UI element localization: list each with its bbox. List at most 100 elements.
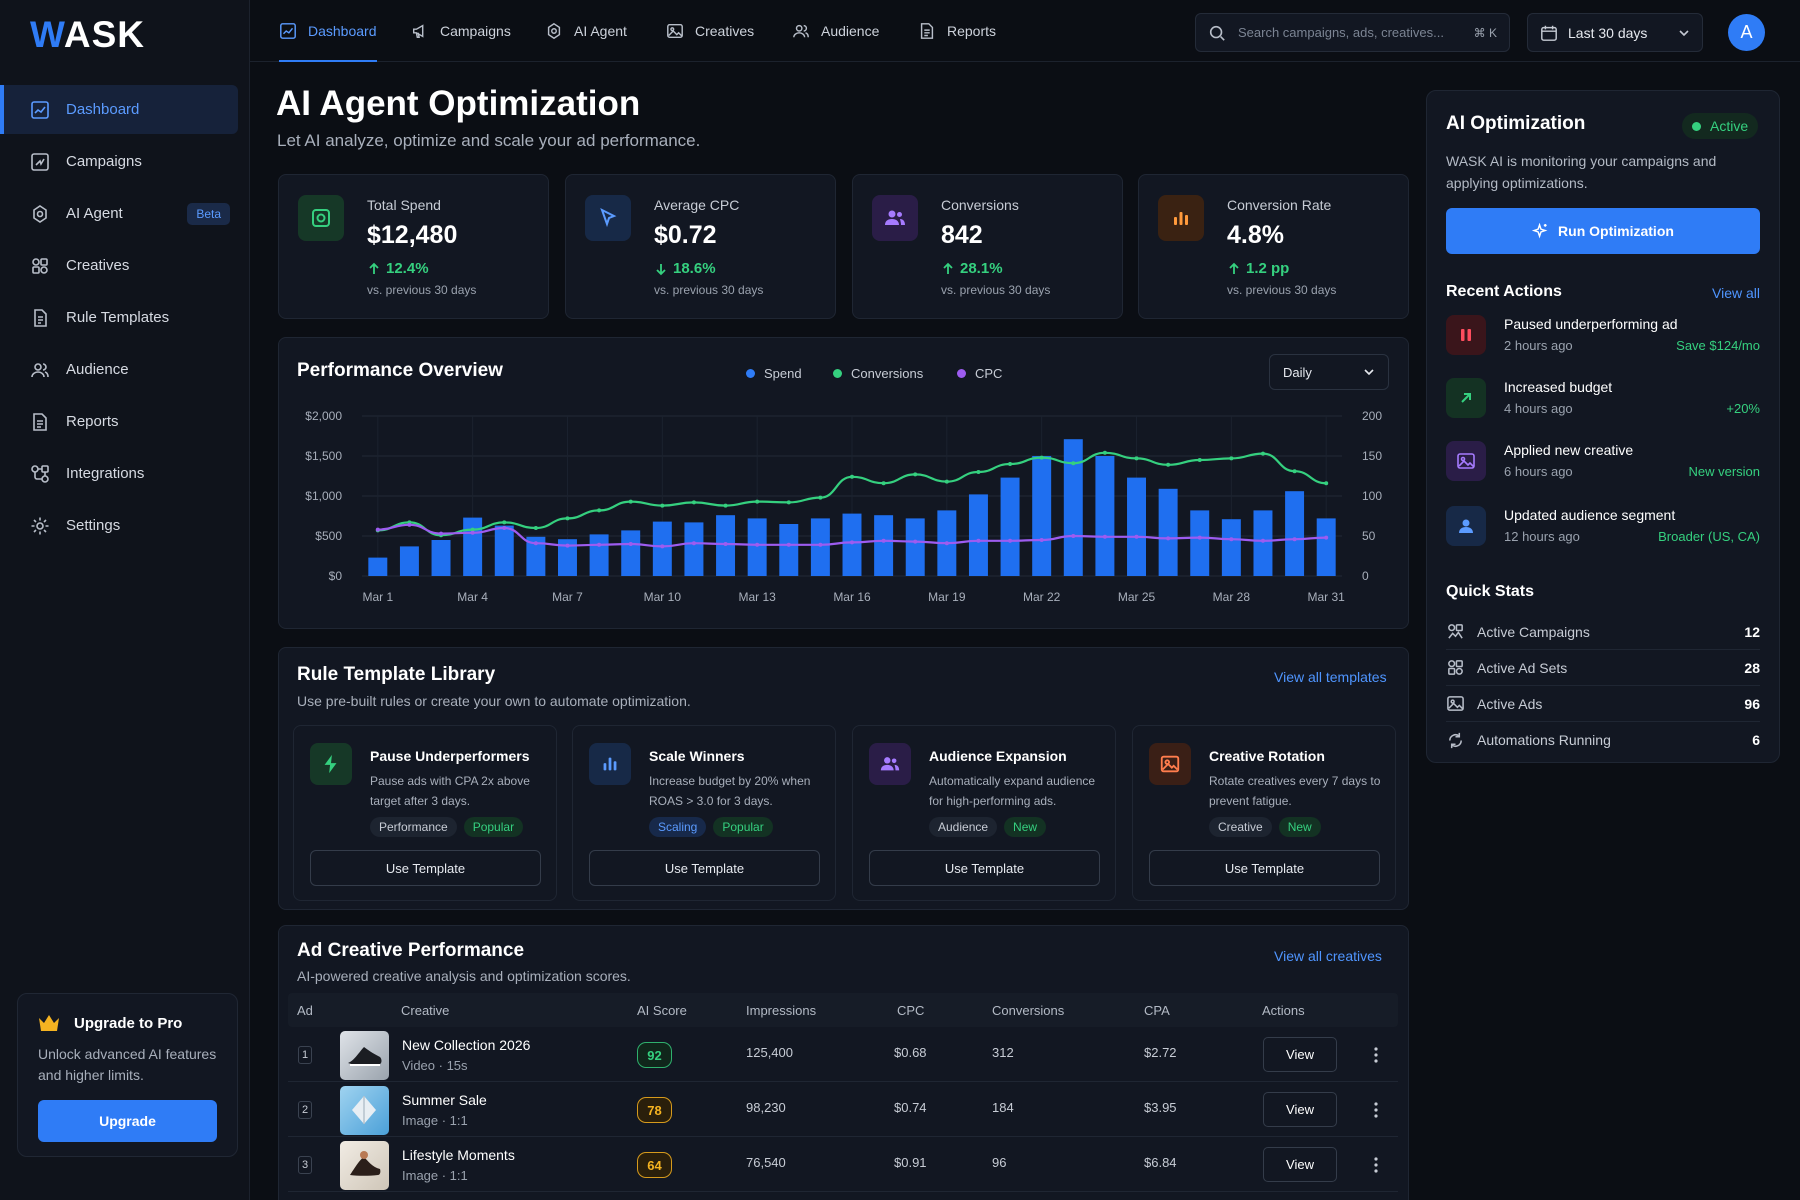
tab-campaigns[interactable]: Campaigns — [411, 0, 511, 62]
kpi-change: 18.6% — [654, 260, 716, 277]
wask-logo[interactable]: WASK — [30, 14, 146, 55]
tab-audience[interactable]: Audience — [792, 0, 879, 62]
ai-agent-icon — [33, 204, 47, 223]
column-header: CPC — [897, 1003, 925, 1018]
view-all-actions-link[interactable]: View all — [1712, 285, 1760, 301]
action-item[interactable]: Increased budget 4 hours ago +20% — [1446, 378, 1760, 424]
impressions-cell: 125,400 — [746, 1045, 793, 1060]
run-optimization-button[interactable]: Run Optimization — [1446, 208, 1760, 254]
arrow-up-icon — [369, 262, 379, 274]
rule-card-pause-underperformers[interactable]: Pause Underperformers Pause ads with CPA… — [293, 725, 557, 901]
sidebar-item-settings[interactable]: Settings — [0, 501, 238, 550]
more-options-icon[interactable] — [1368, 1155, 1384, 1175]
kpi-change: 1.2 pp — [1227, 260, 1289, 277]
conversions-point — [913, 472, 918, 477]
ai-score-badge: 64 — [637, 1152, 672, 1178]
ad-creative-performance: Ad Creative Performance AI-powered creat… — [278, 925, 1409, 1200]
impressions-cell: 76,540 — [746, 1155, 786, 1170]
tab-ai-agent[interactable]: AI Agent — [545, 0, 627, 62]
search-shortcut: ⌘ K — [1473, 25, 1497, 40]
use-template-button[interactable]: Use Template — [310, 850, 541, 886]
audience-icon — [31, 362, 49, 377]
more-options-icon[interactable] — [1368, 1100, 1384, 1120]
sidebar-item-integrations[interactable]: Integrations — [0, 449, 238, 498]
conversions-point — [1102, 450, 1107, 455]
y-left-tick-label: $500 — [315, 529, 342, 543]
tag: New — [1278, 817, 1321, 837]
tag: New — [1004, 817, 1047, 837]
use-template-button[interactable]: Use Template — [869, 850, 1100, 886]
image-icon — [1446, 441, 1486, 481]
chart-icon — [280, 23, 296, 39]
creative-name: New Collection 2026 — [402, 1037, 531, 1053]
sidebar-item-creatives[interactable]: Creatives — [0, 241, 238, 290]
quick-stat-active-ads: Active Ads 96 — [1446, 686, 1760, 722]
legend-spend[interactable]: Spend — [746, 366, 802, 381]
arrow-up-icon — [1229, 262, 1239, 274]
table-row[interactable]: 2 Summer Sale Image · 1:1 78 98,230 $0.7… — [288, 1082, 1398, 1137]
table-row[interactable]: 3 Lifestyle Moments Image · 1:1 64 76,54… — [288, 1137, 1398, 1192]
cpc-point — [533, 541, 538, 546]
table-row[interactable]: 1 New Collection 2026 Video · 15s 92 125… — [288, 1027, 1398, 1082]
arrow-down-icon — [656, 263, 666, 275]
legend-conversions[interactable]: Conversions — [833, 366, 923, 381]
creative-meta: Image · 1:1 — [402, 1113, 468, 1128]
cpc-point — [881, 538, 886, 543]
search-input[interactable]: Search campaigns, ads, creatives... ⌘ K — [1195, 13, 1510, 52]
creative-thumbnail[interactable] — [340, 1031, 389, 1080]
conversions-point — [850, 474, 854, 479]
cpc-point — [375, 527, 380, 532]
avatar[interactable]: A — [1728, 14, 1765, 51]
view-button[interactable]: View — [1263, 1037, 1337, 1072]
sidebar-item-audience[interactable]: Audience — [0, 345, 238, 394]
sidebar-item-campaigns[interactable]: Campaigns — [0, 137, 238, 186]
image-icon — [1149, 743, 1191, 785]
use-template-button[interactable]: Use Template — [1149, 850, 1380, 886]
view-button[interactable]: View — [1263, 1147, 1337, 1182]
conversions-point — [944, 479, 949, 484]
sidebar-item-rule-templates[interactable]: Rule Templates — [0, 293, 238, 342]
rule-card-audience-expansion[interactable]: Audience Expansion Automatically expand … — [852, 725, 1116, 901]
sidebar-item-reports[interactable]: Reports — [0, 397, 238, 446]
tab-reports[interactable]: Reports — [918, 0, 996, 62]
upgrade-button[interactable]: Upgrade — [38, 1100, 217, 1142]
upgrade-card: Upgrade to Pro Unlock advanced AI featur… — [17, 993, 238, 1157]
creative-thumbnail[interactable] — [340, 1086, 389, 1135]
spend-bar — [684, 522, 704, 576]
date-range-select[interactable]: Last 30 days — [1527, 13, 1703, 52]
spend-bar — [558, 539, 577, 576]
action-item[interactable]: Applied new creative 6 hours ago New ver… — [1446, 441, 1760, 487]
kpi-conversions: Conversions 842 28.1% vs. previous 30 da… — [852, 174, 1123, 319]
quick-stat-active-ad-sets: Active Ad Sets 28 — [1446, 650, 1760, 686]
cpc-point — [439, 531, 444, 536]
conversions-point — [881, 481, 886, 486]
kpi-value: $0.72 — [654, 221, 717, 249]
view-button[interactable]: View — [1263, 1092, 1337, 1127]
spend-bar — [431, 540, 451, 576]
rule-card-scale-winners[interactable]: Scale Winners Increase budget by 20% whe… — [572, 725, 836, 901]
view-all-templates-link[interactable]: View all templates — [1274, 669, 1387, 685]
row-number: 2 — [298, 1101, 312, 1119]
action-item[interactable]: Updated audience segment 12 hours ago Br… — [1446, 506, 1760, 552]
cursor-icon — [585, 195, 631, 241]
sidebar-item-dashboard[interactable]: Dashboard — [0, 85, 238, 134]
spend-bar — [368, 557, 388, 576]
use-template-button[interactable]: Use Template — [589, 850, 820, 886]
view-all-creatives-link[interactable]: View all creatives — [1274, 948, 1382, 964]
rule-card-creative-rotation[interactable]: Creative Rotation Rotate creatives every… — [1132, 725, 1396, 901]
pause-icon — [1446, 315, 1486, 355]
action-item[interactable]: Paused underperforming ad 2 hours ago Sa… — [1446, 315, 1760, 361]
cpc-point — [691, 541, 696, 546]
legend-cpc[interactable]: CPC — [957, 366, 1002, 381]
tab-creatives[interactable]: Creatives — [666, 0, 754, 62]
cpc-point — [628, 542, 633, 546]
creative-thumbnail[interactable] — [340, 1141, 389, 1190]
cpc-point — [723, 542, 728, 546]
more-options-icon[interactable] — [1368, 1045, 1384, 1065]
sidebar-item-ai-agent[interactable]: AI Agent Beta — [0, 189, 238, 238]
status-badge: Active — [1682, 113, 1759, 139]
spend-bar — [1127, 477, 1146, 576]
tab-dashboard[interactable]: Dashboard — [279, 0, 377, 62]
conversions-point — [1324, 481, 1329, 486]
granularity-select[interactable]: Daily — [1269, 354, 1389, 390]
